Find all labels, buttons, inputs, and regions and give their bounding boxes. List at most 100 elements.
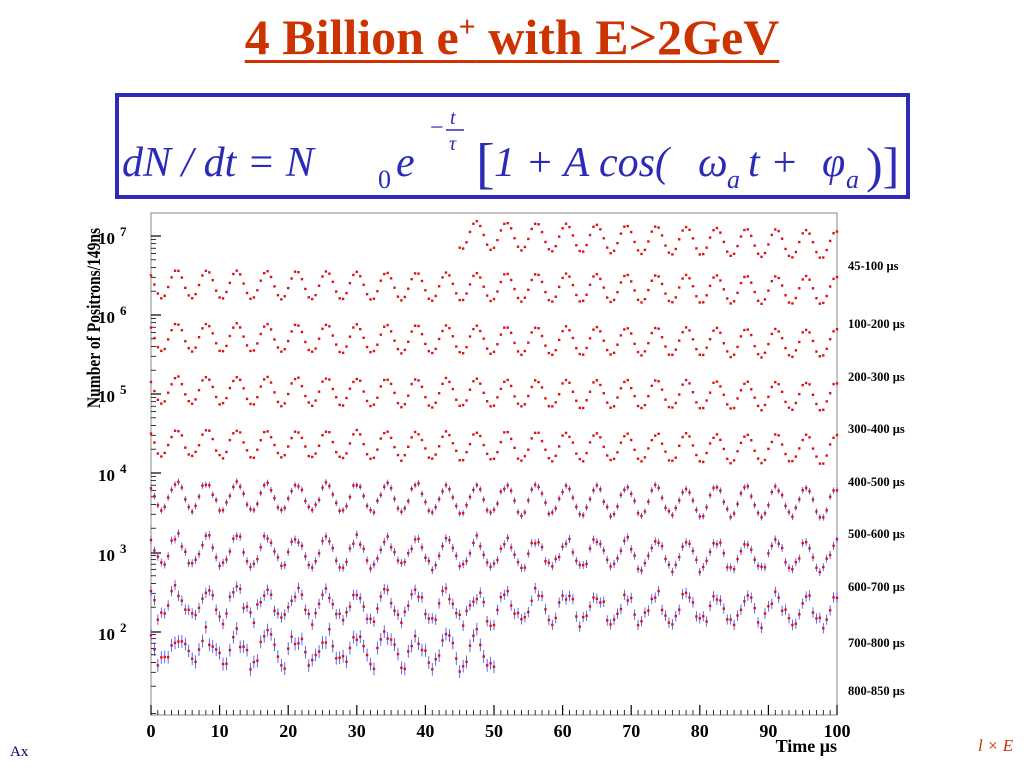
data-point [784, 346, 787, 350]
data-point [420, 648, 424, 652]
data-point [458, 246, 461, 249]
data-point [307, 296, 310, 299]
data-point [269, 381, 273, 384]
data-point [208, 484, 211, 487]
data-point [455, 449, 458, 452]
data-point [815, 510, 818, 513]
data-point [674, 456, 677, 459]
data-point [221, 457, 225, 460]
data-point [149, 326, 153, 329]
data-point [619, 334, 623, 337]
data-point [149, 274, 153, 277]
data-point [259, 332, 262, 336]
data-point [166, 391, 170, 394]
data-point [763, 351, 767, 355]
series-300-400 [149, 375, 839, 412]
data-point [647, 609, 650, 612]
data-point [194, 660, 197, 664]
data-point [283, 563, 286, 567]
data-point [455, 345, 458, 348]
data-point [647, 341, 650, 345]
data-point [187, 561, 190, 565]
data-point [801, 489, 804, 492]
data-point [533, 379, 537, 382]
data-point [616, 291, 619, 294]
data-point [153, 648, 156, 651]
data-point [273, 285, 276, 288]
data-point [431, 668, 434, 671]
data-point [427, 559, 431, 563]
data-point [160, 509, 163, 512]
data-point [688, 435, 691, 438]
data-point [420, 492, 424, 496]
x-tick-label: 90 [759, 721, 777, 741]
data-point [671, 301, 674, 304]
data-point [705, 559, 708, 563]
data-point [362, 283, 365, 286]
data-point [341, 509, 345, 512]
data-point [509, 489, 513, 492]
data-point [647, 394, 650, 398]
data-point [156, 504, 160, 507]
data-point [818, 516, 822, 519]
data-point [448, 488, 451, 491]
data-point [475, 597, 479, 601]
data-point [623, 328, 626, 331]
data-point [533, 542, 537, 545]
data-point [187, 608, 190, 612]
data-point [276, 506, 280, 509]
data-point [249, 456, 252, 459]
data-point [664, 292, 667, 295]
data-point [774, 590, 777, 593]
data-point [605, 619, 609, 622]
data-point [383, 630, 386, 633]
data-point [678, 555, 681, 559]
data-point [561, 276, 564, 280]
data-point [832, 544, 835, 548]
title-superscript: + [458, 10, 476, 44]
data-point [461, 247, 465, 250]
data-point [784, 452, 787, 456]
data-point [262, 484, 266, 487]
data-point [557, 601, 561, 604]
data-point [290, 277, 293, 280]
data-point [256, 502, 259, 506]
data-point [492, 562, 496, 565]
data-point [568, 381, 571, 384]
data-point [527, 552, 530, 555]
data-point [170, 329, 173, 332]
data-point [712, 595, 715, 598]
data-point [509, 331, 513, 335]
data-point [184, 446, 187, 449]
data-point [461, 562, 465, 566]
data-point [516, 510, 520, 514]
data-point [643, 561, 647, 565]
data-point [180, 434, 184, 437]
data-point [791, 408, 794, 411]
data-point [149, 538, 153, 542]
data-point [475, 431, 479, 435]
data-point [413, 378, 417, 381]
data-point [520, 405, 523, 408]
data-point [616, 557, 619, 560]
data-point [280, 664, 283, 667]
data-point [403, 454, 407, 457]
data-point [712, 381, 715, 384]
data-point [516, 611, 520, 615]
data-point [712, 486, 715, 490]
data-point [547, 456, 551, 460]
data-point [787, 254, 791, 258]
data-point [619, 387, 623, 390]
data-point [314, 653, 317, 657]
data-point [650, 546, 653, 550]
data-point [407, 340, 410, 343]
data-point [523, 566, 527, 569]
data-point [506, 378, 509, 382]
data-point [489, 662, 492, 665]
data-point [575, 452, 578, 455]
data-point [338, 612, 341, 616]
data-point [691, 549, 695, 553]
data-point [396, 347, 400, 351]
data-point [386, 430, 389, 433]
data-point [492, 404, 496, 407]
